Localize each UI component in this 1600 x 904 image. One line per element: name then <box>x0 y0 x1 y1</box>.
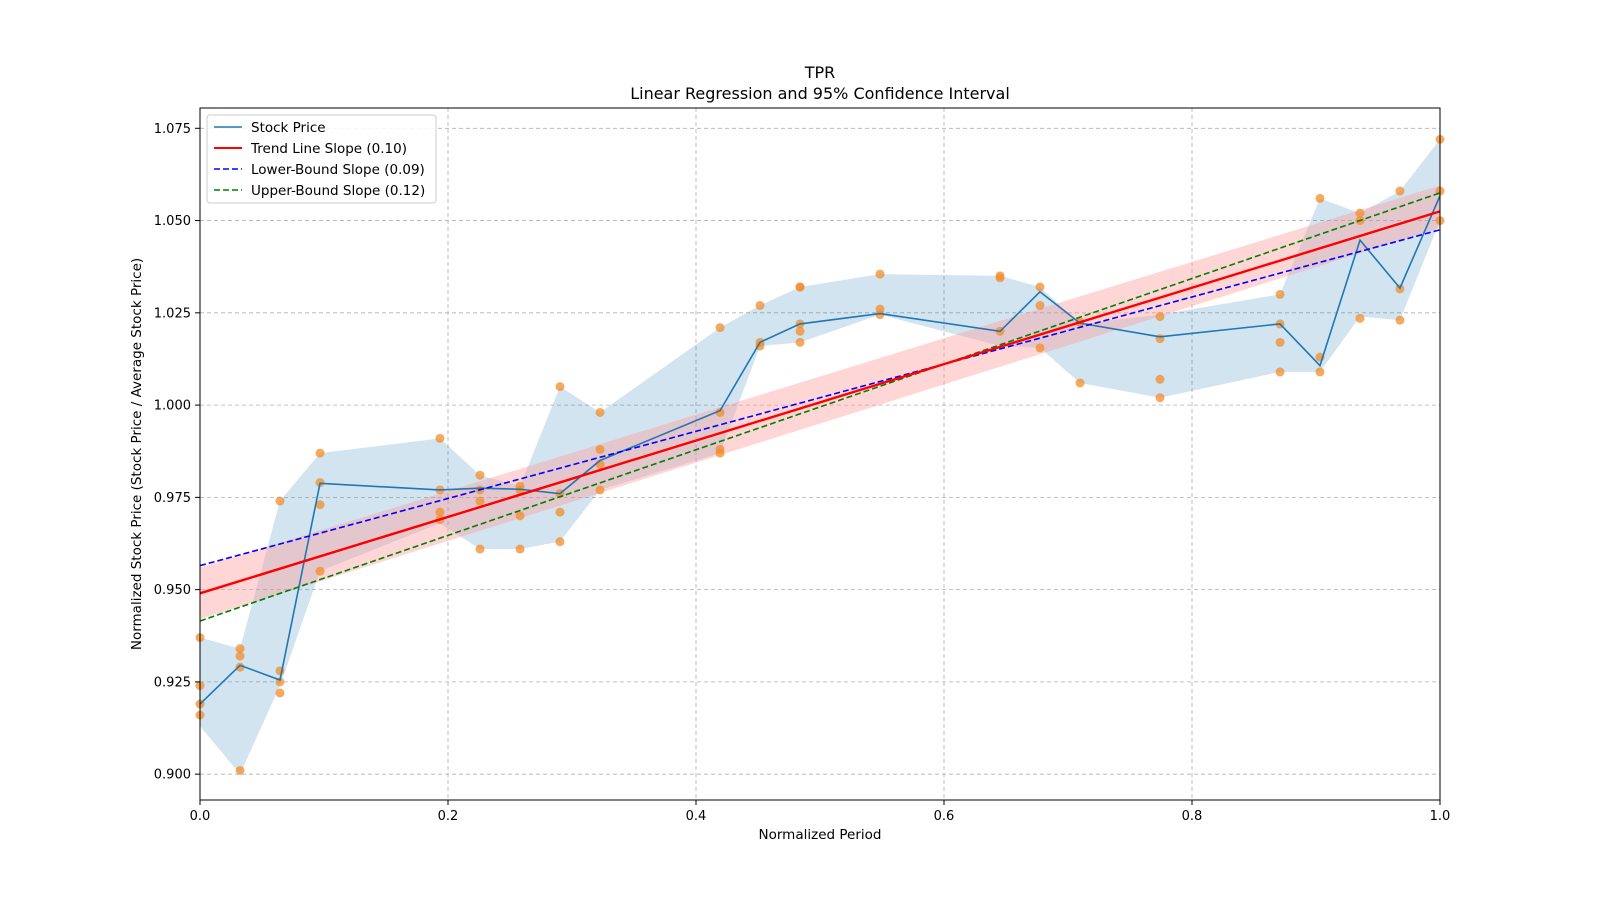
scatter-point <box>795 326 805 336</box>
legend-entry-lower-bound: Lower-Bound Slope (0.09) <box>251 162 425 178</box>
x-tick-label: 1.0 <box>1430 809 1451 824</box>
chart-subtitle: Linear Regression and 95% Confidence Int… <box>630 84 1010 103</box>
scatter-point <box>1355 208 1365 218</box>
scatter-point <box>515 511 525 521</box>
scatter-point <box>1035 343 1045 353</box>
plot-frame <box>199 107 1441 801</box>
scatter-point <box>1395 315 1405 325</box>
stock-price-band <box>200 139 1440 775</box>
scatter-point <box>475 470 485 480</box>
scatter-point <box>235 651 245 661</box>
scatter-point <box>555 507 565 517</box>
scatter-point <box>315 500 325 510</box>
scatter-point <box>235 662 245 672</box>
scatter-point <box>755 341 765 351</box>
y-tick-label: 1.050 <box>154 214 191 229</box>
lower-bound-line <box>199 229 1441 567</box>
x-tick-label: 0.0 <box>190 809 211 824</box>
legend-frame <box>206 114 437 204</box>
scatter-point <box>275 496 285 506</box>
scatter-point <box>1075 378 1085 388</box>
legend: Stock Price Trend Line Slope (0.10) Lowe… <box>206 114 437 204</box>
scatter-point <box>515 544 525 554</box>
scatter-point <box>235 765 245 775</box>
legend-entry-upper-bound: Upper-Bound Slope (0.12) <box>251 183 425 199</box>
y-tick-label: 0.950 <box>154 583 191 598</box>
scatter-point <box>595 485 605 495</box>
chart-title: TPR <box>804 63 836 82</box>
scatter-point <box>1315 193 1325 203</box>
scatter-point <box>1155 312 1165 322</box>
x-axis-label: Normalized Period <box>759 827 882 843</box>
scatter-point <box>435 507 445 517</box>
scatter-point <box>1355 313 1365 323</box>
y-tick-label: 0.900 <box>154 768 191 783</box>
y-axis-label: Normalized Stock Price (Stock Price / Av… <box>129 258 145 650</box>
scatter-point <box>755 300 765 310</box>
line-layer <box>199 192 1441 705</box>
scatter-point <box>595 444 605 454</box>
scatter-point <box>1275 367 1285 377</box>
scatter-point <box>475 496 485 506</box>
scatter-point <box>715 407 725 417</box>
scatter-point <box>1315 367 1325 377</box>
scatter-point <box>1275 337 1285 347</box>
legend-entry-stock-price: Stock Price <box>251 120 326 136</box>
scatter-point <box>875 310 885 320</box>
x-tick-label: 0.2 <box>438 809 459 824</box>
scatter-point <box>1035 282 1045 292</box>
scatter-point <box>995 273 1005 283</box>
scatter-point <box>595 407 605 417</box>
y-tick-label: 1.075 <box>154 122 191 137</box>
scatter-point <box>315 448 325 458</box>
x-tick-label: 0.8 <box>1182 809 1203 824</box>
trend-line <box>199 210 1441 595</box>
y-tick-label: 1.025 <box>154 306 191 321</box>
stock-price-line <box>199 195 1441 705</box>
x-tick-label: 0.6 <box>934 809 955 824</box>
scatter-point <box>435 433 445 443</box>
scatter-point <box>715 323 725 333</box>
upper-bound-line <box>199 192 1441 622</box>
scatter-point <box>795 282 805 292</box>
scatter-point <box>555 537 565 547</box>
scatter-point <box>715 448 725 458</box>
y-tick-label: 1.000 <box>154 399 191 414</box>
scatter-point <box>1035 300 1045 310</box>
scatter-point <box>795 337 805 347</box>
scatter-point <box>1275 289 1285 299</box>
y-tick-label: 0.925 <box>154 675 191 690</box>
tick-layer: 0.0 0.2 0.4 0.6 0.8 1.0 0.900 0.925 0.950 0.975 1.… <box>154 122 1451 824</box>
scatter-point <box>1395 186 1405 196</box>
band-layer <box>200 139 1440 775</box>
scatter-point <box>1155 374 1165 384</box>
scatter-point <box>315 566 325 576</box>
y-tick-label: 0.975 <box>154 491 191 506</box>
scatter-point <box>555 382 565 392</box>
x-tick-label: 0.4 <box>686 809 707 824</box>
legend-entry-trend-line: Trend Line Slope (0.10) <box>250 141 407 157</box>
scatter-point <box>1155 393 1165 403</box>
scatter-point <box>875 269 885 279</box>
scatter-point <box>235 644 245 654</box>
scatter-point <box>475 544 485 554</box>
scatter-point <box>275 688 285 698</box>
